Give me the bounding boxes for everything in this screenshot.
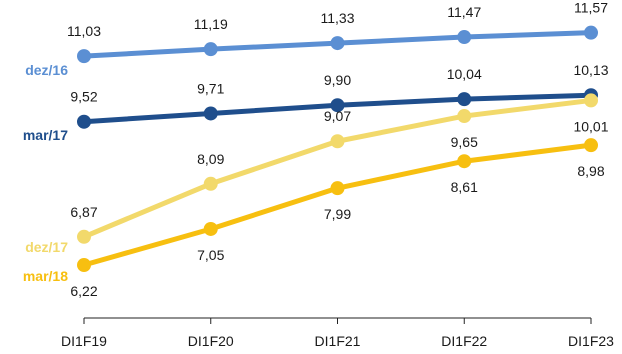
data-point [584, 93, 598, 108]
x-tick-label: DI1F19 [61, 333, 107, 349]
axis-layer: DI1F19 DI1F20 DI1F21 DI1F22 DI1F23 [61, 317, 614, 349]
data-point [330, 181, 345, 196]
x-tick-label: DI1F23 [568, 333, 614, 349]
data-point [584, 25, 598, 40]
data-label: 8,61 [451, 179, 478, 195]
data-point [203, 176, 218, 191]
data-point [77, 258, 91, 273]
series-label: dez/16 [25, 62, 68, 78]
data-label: 10,04 [447, 66, 482, 82]
data-label: 6,87 [70, 204, 97, 220]
data-point [203, 221, 218, 236]
x-tick-label: DI1F20 [188, 333, 234, 349]
data-label: 8,98 [577, 163, 604, 179]
data-label: 6,22 [70, 283, 97, 299]
series-label: dez/17 [25, 239, 68, 255]
data-label: 9,65 [451, 134, 478, 150]
data-label: 11,47 [447, 4, 481, 20]
data-label: 7,05 [197, 247, 224, 263]
x-tick-label: DI1F22 [441, 333, 487, 349]
data-point [457, 92, 472, 107]
data-label: 7,99 [324, 206, 351, 222]
data-point [330, 36, 345, 51]
data-label: 11,19 [194, 16, 228, 32]
data-point [457, 109, 472, 124]
data-point [330, 98, 345, 113]
data-point [457, 154, 472, 169]
data-point [77, 49, 91, 64]
data-point [203, 42, 218, 57]
data-label: 11,03 [67, 23, 101, 39]
data-label: 9,52 [70, 89, 97, 105]
label-layer: 11,03 11,19 11,33 11,47 11,57 dez/169,52 9,71 9… [23, 0, 609, 299]
series-layer [77, 25, 598, 273]
data-point [457, 30, 472, 45]
data-label: 9,71 [197, 80, 224, 96]
data-point [203, 106, 218, 121]
data-point [584, 138, 598, 153]
data-label: 11,57 [574, 0, 608, 16]
data-label: 9,90 [324, 72, 351, 88]
data-label: 8,09 [197, 151, 224, 167]
series-label: mar/17 [23, 127, 68, 143]
data-label: 9,07 [324, 108, 351, 124]
series-label: mar/18 [23, 268, 68, 284]
data-point [330, 134, 345, 149]
data-label: 11,33 [321, 10, 355, 26]
data-label: 10,13 [573, 62, 608, 78]
x-tick-label: DI1F21 [315, 333, 361, 349]
data-label: 10,01 [573, 118, 608, 134]
data-point [77, 114, 91, 129]
data-point [77, 229, 91, 244]
